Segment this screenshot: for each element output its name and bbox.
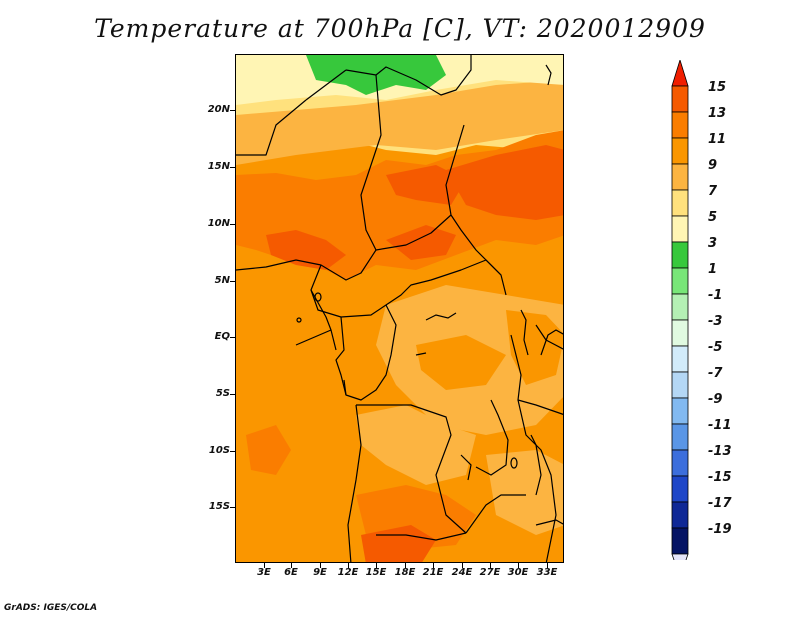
lon-tick — [348, 563, 349, 568]
map-svg — [236, 55, 563, 562]
footer-credit: GrADS: IGES/COLA — [4, 603, 98, 613]
band-13-15-south — [361, 525, 436, 562]
band-13-15-a — [266, 230, 346, 270]
lon-label-12e: 12E — [337, 567, 359, 578]
borders — [236, 55, 563, 562]
lon-label-21e: 21E — [422, 567, 444, 578]
band-13-15-b — [386, 165, 466, 205]
colorbar-segment — [671, 293, 689, 321]
colorbar-label-neg17: -17 — [708, 496, 732, 511]
lat-label-eq: EQ — [214, 331, 230, 342]
lon-label-33e: 33E — [536, 567, 558, 578]
colorbar-segment — [671, 475, 689, 503]
colorbar-segment — [671, 345, 689, 373]
lon-label-27e: 27E — [479, 567, 501, 578]
band-9-11-congo-a — [416, 335, 506, 390]
colorbar-label-neg15: -15 — [708, 470, 732, 485]
colorbar-label-1: 1 — [708, 262, 718, 277]
colorbar-segment — [671, 241, 689, 269]
lon-tick — [547, 563, 548, 568]
colorbar-label-9: 9 — [708, 158, 718, 173]
lon-label-18e: 18E — [394, 567, 416, 578]
band-13-15-d — [386, 225, 456, 260]
colorbar-segment — [671, 527, 689, 555]
lon-label-30e: 30E — [507, 567, 529, 578]
lon-label-15e: 15E — [365, 567, 387, 578]
lat-tick — [230, 394, 235, 395]
colorbar-label-11: 11 — [708, 132, 727, 147]
colorbar-over-triangle — [671, 60, 689, 87]
colorbar-segment — [671, 189, 689, 217]
colorbar-label-neg13: -13 — [708, 444, 732, 459]
colorbar-label-neg3: -3 — [708, 314, 723, 329]
colorbar-label-3: 3 — [708, 236, 718, 251]
colorbar-segment — [671, 111, 689, 139]
lat-tick — [230, 224, 235, 225]
lon-tick — [518, 563, 519, 568]
lat-label-10s: 10S — [208, 445, 230, 456]
colorbar-segment — [671, 423, 689, 451]
map-title: Temperature at 700hPa [C], VT: 202001290… — [94, 14, 706, 43]
lon-tick — [320, 563, 321, 568]
band-13-15-c — [446, 145, 563, 220]
colorbar-segment — [671, 267, 689, 295]
lat-label-5s: 5S — [215, 388, 230, 399]
lat-label-10n: 10N — [207, 218, 230, 229]
lat-tick — [230, 110, 235, 111]
colorbar-segment — [671, 501, 689, 529]
colorbar-label-neg19: -19 — [708, 522, 732, 537]
band-7-9-north — [236, 80, 563, 165]
lon-tick — [405, 563, 406, 568]
colorbar-segment — [671, 163, 689, 191]
lon-tick — [490, 563, 491, 568]
lon-label-24e: 24E — [451, 567, 473, 578]
colorbar-label-neg1: -1 — [708, 288, 723, 303]
lat-label-20n: 20N — [207, 104, 230, 115]
colorbar-segment — [671, 449, 689, 477]
colorbar-label-7: 7 — [708, 184, 718, 199]
lon-tick — [433, 563, 434, 568]
colorbar-label-neg11: -11 — [708, 418, 732, 433]
lon-label-6e: 6E — [284, 567, 298, 578]
colorbar-label-neg5: -5 — [708, 340, 723, 355]
band-11-13-south-west — [246, 425, 291, 475]
temperature-map — [235, 54, 564, 563]
colorbar-label-neg7: -7 — [708, 366, 723, 381]
islands — [296, 64, 552, 496]
colorbar-segment — [671, 319, 689, 347]
colorbar-label-15: 15 — [708, 80, 727, 95]
lat-tick — [230, 167, 235, 168]
lon-tick — [291, 563, 292, 568]
lon-tick — [462, 563, 463, 568]
lat-tick — [230, 337, 235, 338]
lon-label-3e: 3E — [257, 567, 271, 578]
colorbar-label-5: 5 — [708, 210, 718, 225]
band-7-9-south — [356, 405, 476, 485]
colorbar — [671, 60, 689, 560]
lat-tick — [230, 451, 235, 452]
lon-label-9e: 9E — [313, 567, 327, 578]
colorbar-under-triangle — [671, 553, 689, 560]
lat-label-5n: 5N — [214, 275, 230, 286]
colorbar-segment — [671, 397, 689, 425]
colorbar-segment — [671, 85, 689, 113]
lat-label-15n: 15N — [207, 161, 230, 172]
lat-label-15s: 15S — [208, 501, 230, 512]
colorbar-segment — [671, 215, 689, 243]
lat-tick — [230, 281, 235, 282]
lat-tick — [230, 507, 235, 508]
colorbar-segment — [671, 137, 689, 165]
lon-tick — [376, 563, 377, 568]
lon-tick — [264, 563, 265, 568]
colorbar-label-13: 13 — [708, 106, 727, 121]
band-7-9-southeast — [486, 450, 563, 535]
colorbar-label-neg9: -9 — [708, 392, 723, 407]
band-9-11-congo-b — [506, 310, 563, 385]
colorbar-segment — [671, 371, 689, 399]
